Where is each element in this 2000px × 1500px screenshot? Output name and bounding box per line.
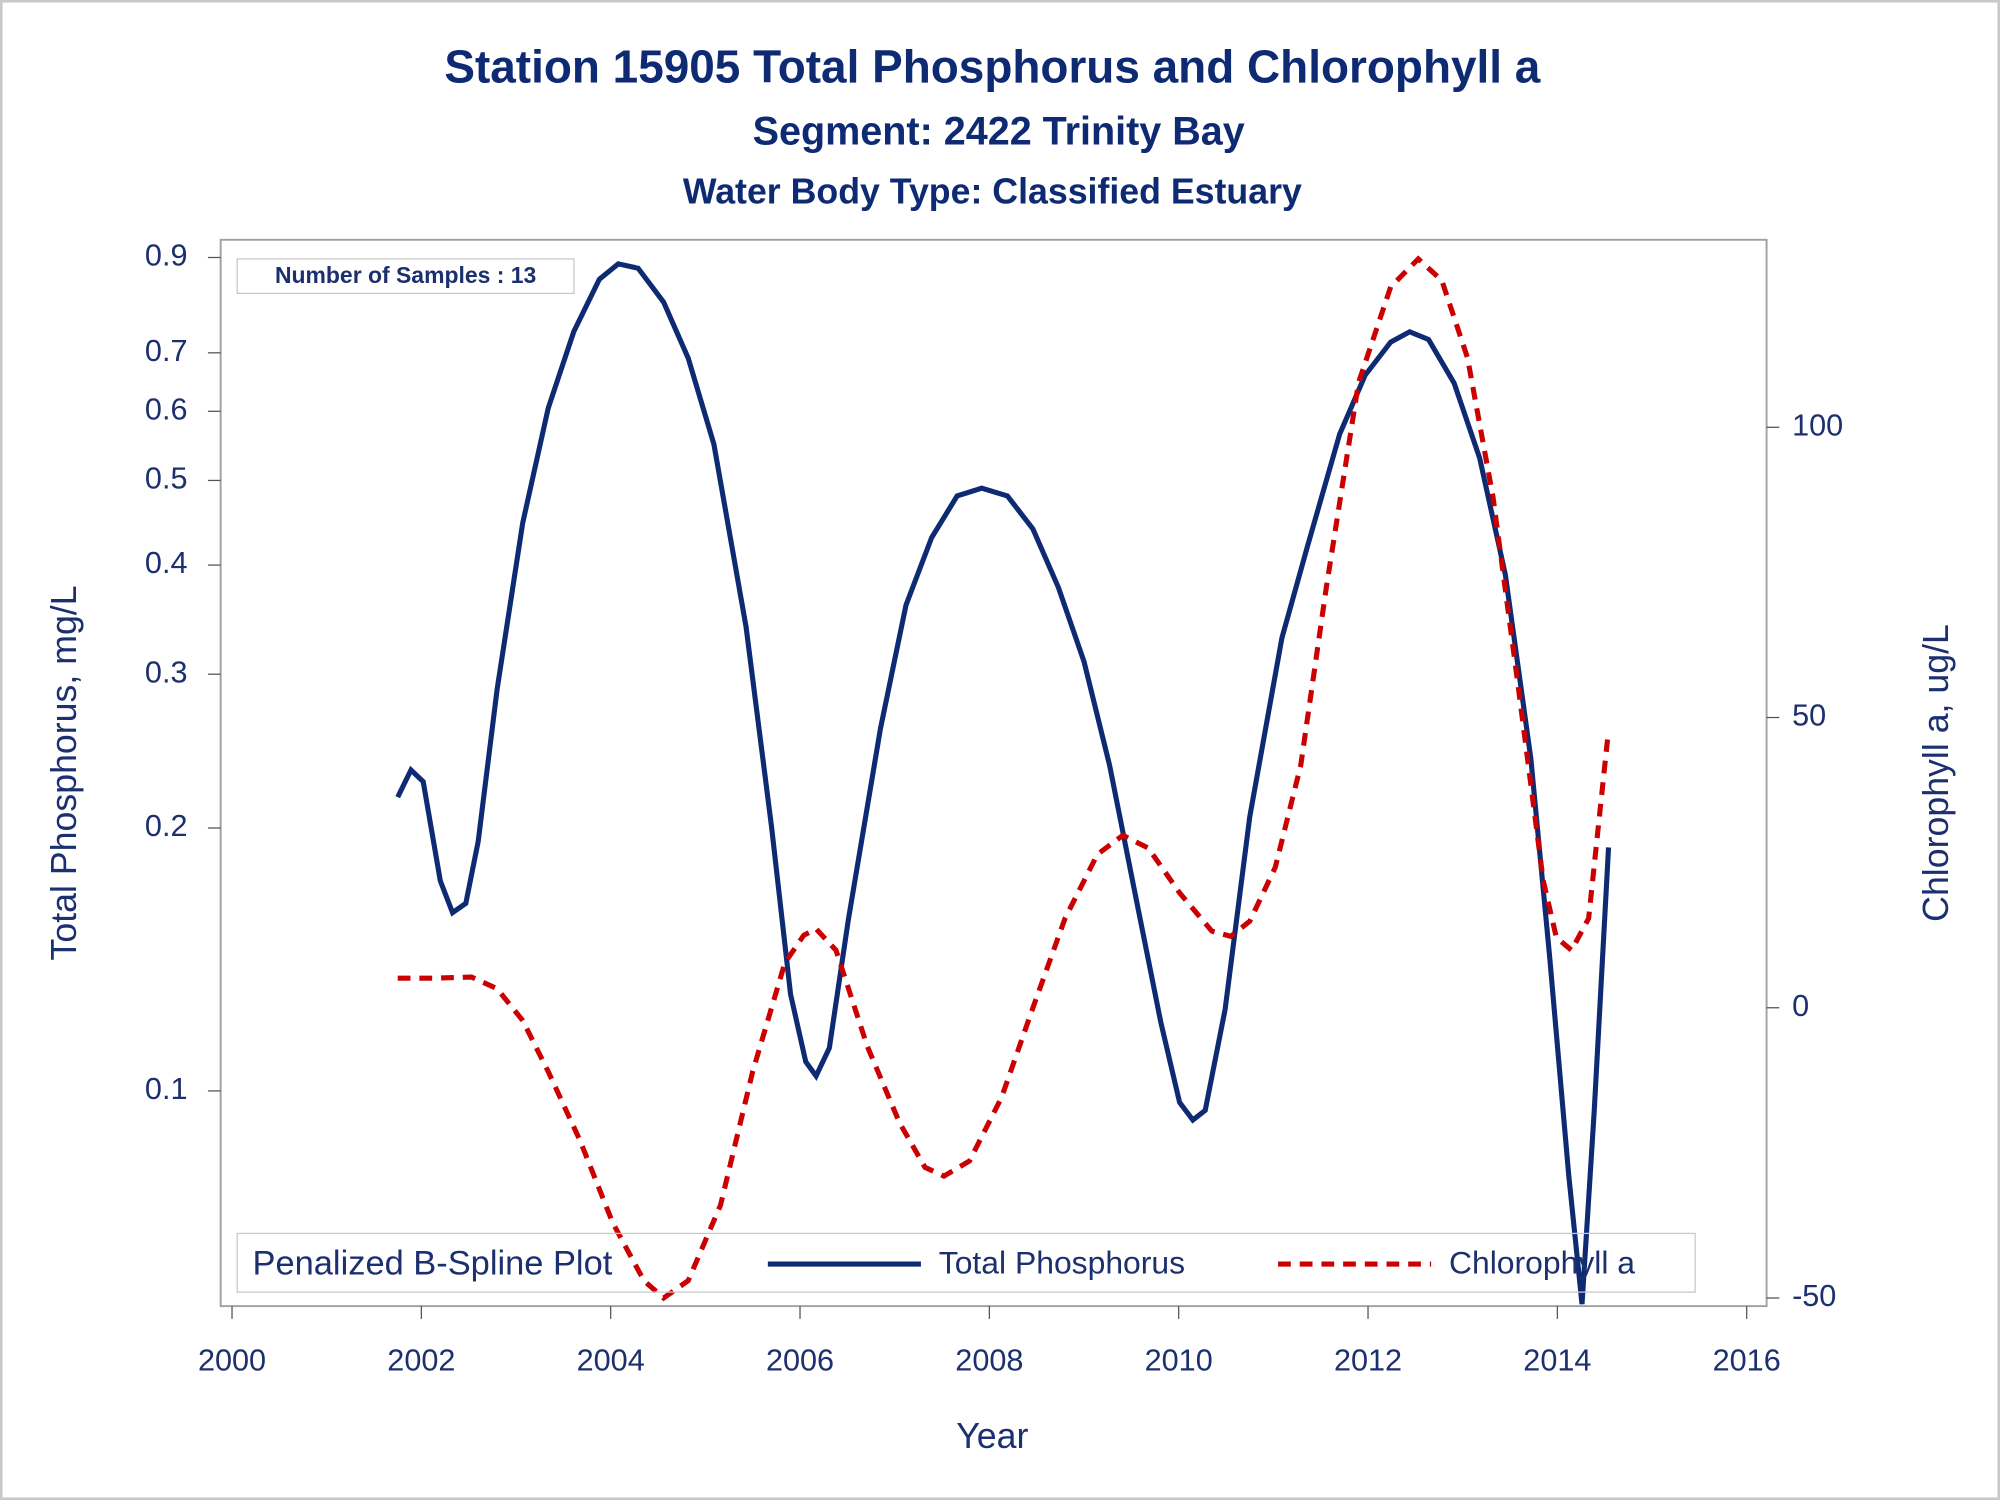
y-axis-label: Total Phosphorus, mg/L	[44, 585, 84, 960]
y2-tick-label: 100	[1792, 408, 1843, 442]
x-tick-label: 2014	[1523, 1343, 1591, 1377]
y-tick-label: 0.7	[145, 334, 188, 368]
y-tick-label: 0.6	[145, 392, 188, 426]
y2-tick-label: 50	[1792, 699, 1826, 733]
line	[395, 261, 1612, 1305]
plot-frame	[219, 238, 1768, 1308]
x-axis-label: Year	[956, 1416, 1028, 1456]
y-tick-label: 0.4	[145, 546, 188, 580]
y2-tick-label: -50	[1792, 1279, 1836, 1313]
x-tick-label: 2010	[1145, 1343, 1213, 1377]
x-tick-label: 2008	[955, 1343, 1023, 1377]
y-tick-label: 0.5	[145, 462, 188, 496]
legend-label: Chlorophyll a	[1449, 1245, 1635, 1281]
chart-title: Station 15905 Total Phosphorus and Chlor…	[444, 40, 1540, 92]
y-tick-label: 0.9	[145, 239, 188, 273]
x-tick-label: 2002	[387, 1343, 455, 1377]
legend-box	[236, 1232, 1696, 1293]
y2-tick-label: 0	[1792, 989, 1809, 1023]
chart-subtitle: Segment: 2422 Trinity Bay	[753, 109, 1245, 153]
y-tick-label: 0.1	[145, 1072, 188, 1106]
y2-axis-label: Chlorophyll a, ug/L	[1916, 624, 1956, 922]
x-tick-label: 2004	[577, 1343, 645, 1377]
x-tick-label: 2000	[198, 1343, 266, 1377]
chart-subtitle: Water Body Type: Classified Estuary	[683, 171, 1302, 211]
x-tick-label: 2006	[766, 1343, 834, 1377]
annotation-box	[236, 258, 575, 295]
y-tick-label: 0.3	[145, 655, 188, 689]
annotation: Number of Samples : 13	[275, 262, 536, 288]
x-tick-label: 2012	[1334, 1343, 1402, 1377]
legend-label: Total Phosphorus	[939, 1245, 1185, 1281]
y-tick-label: 0.2	[145, 809, 188, 843]
x-tick-label: 2016	[1713, 1343, 1781, 1377]
line	[397, 255, 1611, 1302]
legend-title: Penalized B-Spline Plot	[253, 1244, 613, 1282]
